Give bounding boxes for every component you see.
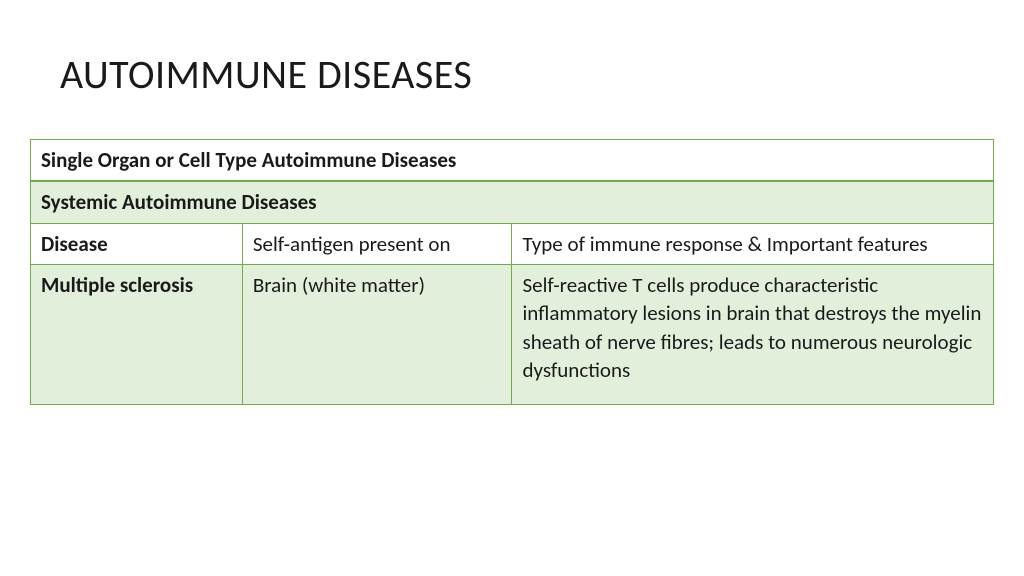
table-header-1: Single Organ or Cell Type Autoimmune Dis…	[31, 140, 994, 182]
table-column-row: Disease Self-antigen present on Type of …	[31, 223, 994, 264]
cell-disease: Multiple sclerosis	[31, 265, 243, 405]
col-response: Type of immune response & Important feat…	[512, 223, 994, 264]
col-antigen: Self-antigen present on	[242, 223, 512, 264]
cell-antigen: Brain (white matter)	[242, 265, 512, 405]
autoimmune-table: Single Organ or Cell Type Autoimmune Dis…	[30, 139, 994, 405]
page-title: AUTOIMMUNE DISEASES	[60, 50, 994, 99]
cell-response: Self-reactive T cells produce characteri…	[512, 265, 994, 405]
table-header-2: Systemic Autoimmune Diseases	[31, 181, 994, 223]
table-row: Multiple sclerosis Brain (white matter) …	[31, 265, 994, 405]
col-disease: Disease	[31, 223, 243, 264]
